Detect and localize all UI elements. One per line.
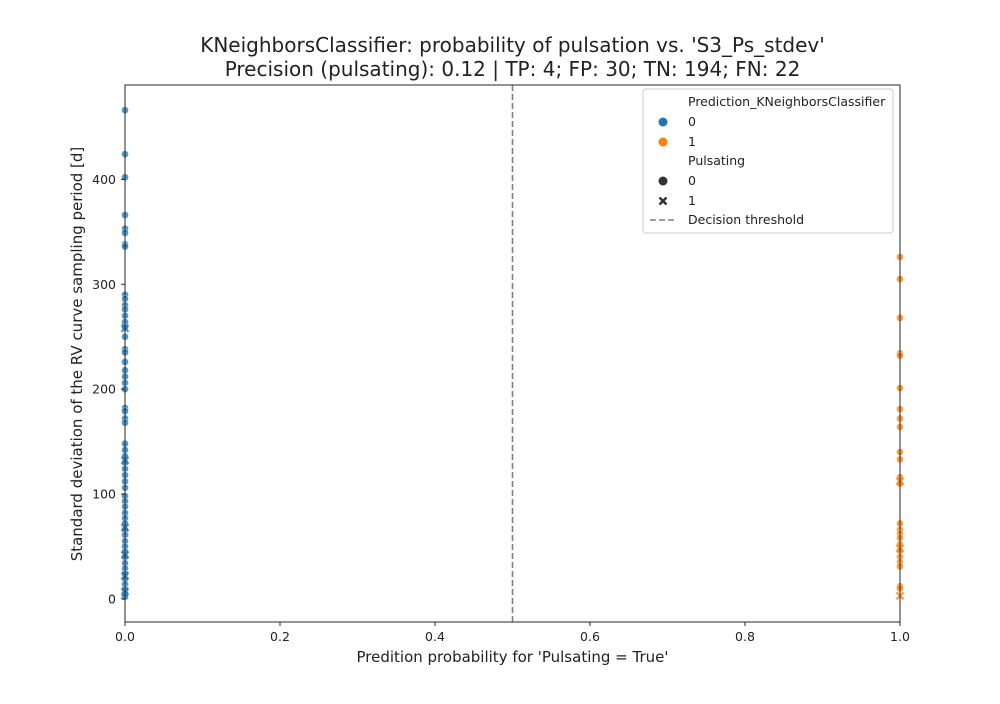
y-tick-label: 200 [92, 382, 116, 397]
legend-marker-pulsating-0 [658, 176, 668, 186]
legend-label-prediction-1: 1 [688, 134, 696, 149]
legend-box [642, 88, 894, 234]
x-tick-label: 0.4 [425, 629, 445, 644]
y-tick-label: 400 [92, 172, 116, 187]
y-axis-label: Standard deviation of the RV curve sampl… [68, 147, 86, 562]
chart-subtitle: Precision (pulsating): 0.12 | TP: 4; FP:… [225, 57, 801, 81]
legend-style-title: Pulsating [688, 153, 745, 168]
x-tick-label: 0.8 [735, 629, 755, 644]
chart-title: KNeighborsClassifier: probability of pul… [200, 33, 825, 57]
plot-frame [124, 84, 901, 623]
y-axis-ticks: 0 100 200 300 400 [92, 172, 125, 606]
y-tick-label: 0 [108, 591, 116, 606]
x-axis-label: Predition probability for 'Pulsating = T… [357, 648, 669, 666]
legend-marker-prediction-0 [658, 117, 668, 127]
legend-hue-title: Prediction_KNeighborsClassifier [688, 94, 886, 109]
legend-marker-pulsating-1 [658, 196, 668, 206]
x-axis-ticks: 0.0 0.2 0.4 0.6 0.8 1.0 [115, 622, 910, 644]
x-tick-label: 0.6 [580, 629, 600, 644]
legend-marker-prediction-1 [658, 137, 668, 147]
x-tick-label: 0.0 [115, 629, 135, 644]
x-tick-label: 1.0 [890, 629, 910, 644]
legend: Prediction_KNeighborsClassifier 0 1 Puls… [642, 88, 894, 234]
legend-label-pulsating-1: 1 [688, 193, 696, 208]
x-tick-label: 0.2 [270, 629, 290, 644]
y-tick-label: 300 [92, 277, 116, 292]
y-tick-label: 100 [92, 487, 116, 502]
legend-label-threshold: Decision threshold [688, 212, 804, 227]
legend-label-pulsating-0: 0 [688, 173, 696, 188]
legend-label-prediction-0: 0 [688, 114, 696, 129]
